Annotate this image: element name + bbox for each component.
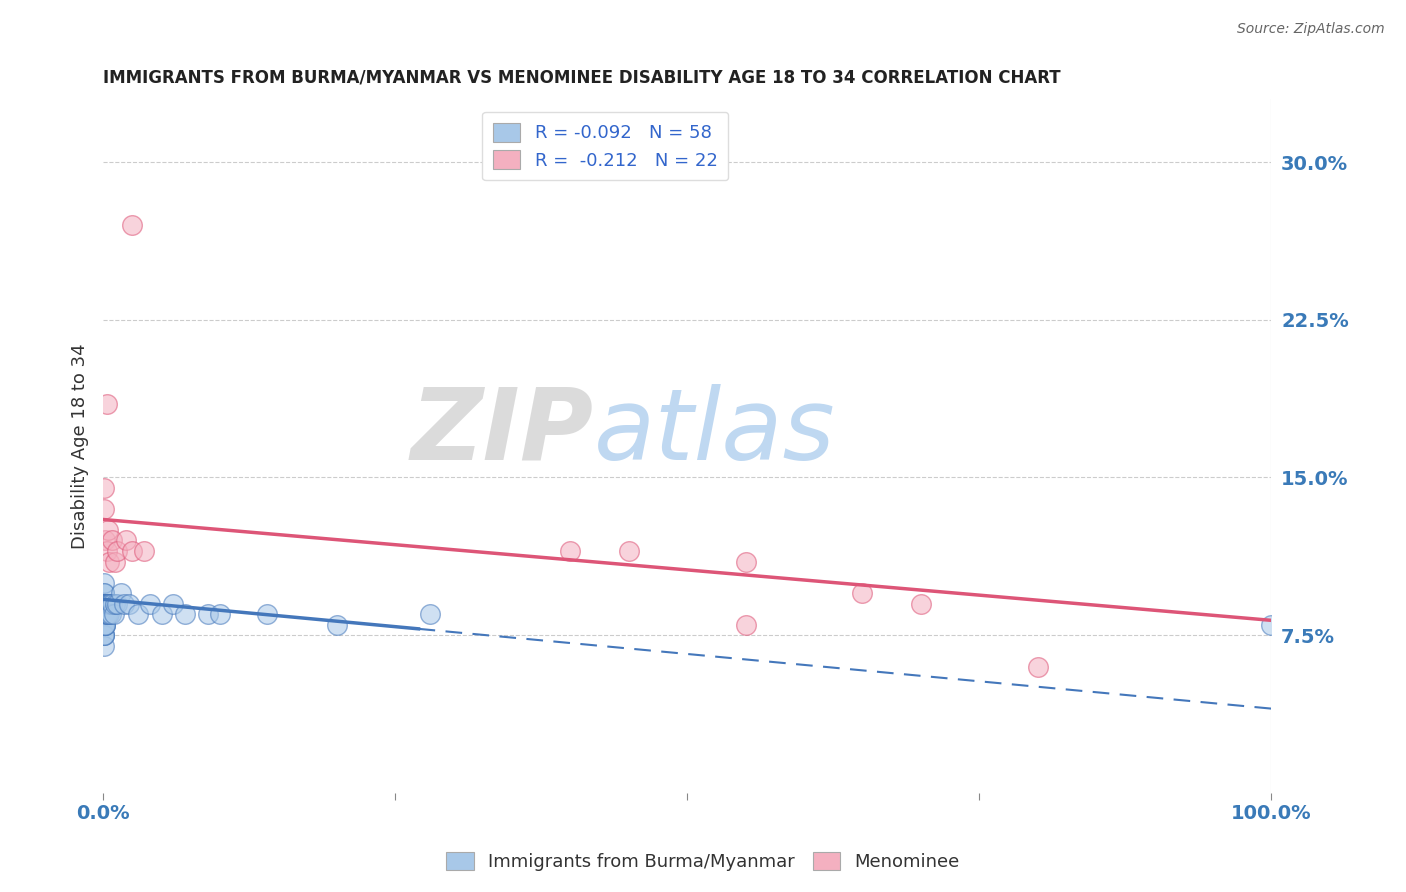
Point xyxy=(97,597,120,611)
Point xyxy=(93,607,115,621)
Legend: R = -0.092   N = 58, R =  -0.212   N = 22: R = -0.092 N = 58, R = -0.212 N = 22 xyxy=(482,112,728,180)
Point xyxy=(93,617,115,632)
Point xyxy=(93,617,115,632)
Point xyxy=(98,597,121,611)
Point xyxy=(197,607,219,621)
Point xyxy=(96,397,118,411)
Point xyxy=(103,607,125,621)
Point xyxy=(104,597,127,611)
Point xyxy=(93,607,115,621)
Point xyxy=(132,544,155,558)
Point xyxy=(96,544,118,558)
Point xyxy=(94,617,117,632)
Point xyxy=(96,607,118,621)
Point xyxy=(174,607,197,621)
Point xyxy=(617,544,640,558)
Point xyxy=(104,554,127,568)
Point xyxy=(93,597,115,611)
Point xyxy=(115,533,138,548)
Point xyxy=(94,607,117,621)
Point xyxy=(97,597,120,611)
Point xyxy=(94,597,117,611)
Point xyxy=(93,597,115,611)
Point xyxy=(93,607,115,621)
Point xyxy=(93,617,115,632)
Point xyxy=(93,586,115,600)
Point xyxy=(94,607,117,621)
Legend: Immigrants from Burma/Myanmar, Menominee: Immigrants from Burma/Myanmar, Menominee xyxy=(439,845,967,879)
Point xyxy=(96,607,118,621)
Point xyxy=(256,607,278,621)
Point xyxy=(326,617,349,632)
Point xyxy=(93,586,115,600)
Point xyxy=(112,597,135,611)
Point xyxy=(100,607,122,621)
Point xyxy=(94,597,117,611)
Text: ZIP: ZIP xyxy=(411,384,593,481)
Point xyxy=(93,628,115,642)
Point xyxy=(1260,617,1282,632)
Point xyxy=(419,607,441,621)
Point xyxy=(98,607,121,621)
Point xyxy=(150,607,173,621)
Point xyxy=(101,533,124,548)
Y-axis label: Disability Age 18 to 34: Disability Age 18 to 34 xyxy=(72,343,89,549)
Point xyxy=(93,628,115,642)
Point xyxy=(734,617,756,632)
Text: Source: ZipAtlas.com: Source: ZipAtlas.com xyxy=(1237,22,1385,37)
Point xyxy=(93,597,115,611)
Point xyxy=(93,502,115,516)
Point xyxy=(94,597,117,611)
Point xyxy=(98,554,121,568)
Text: atlas: atlas xyxy=(593,384,835,481)
Point xyxy=(96,597,118,611)
Point xyxy=(101,597,124,611)
Point xyxy=(93,639,115,653)
Point xyxy=(851,586,873,600)
Point xyxy=(94,617,117,632)
Point xyxy=(1026,659,1049,673)
Point xyxy=(93,575,115,590)
Point xyxy=(139,597,162,611)
Point xyxy=(97,607,120,621)
Point xyxy=(93,597,115,611)
Point xyxy=(127,607,149,621)
Point xyxy=(94,607,117,621)
Text: IMMIGRANTS FROM BURMA/MYANMAR VS MENOMINEE DISABILITY AGE 18 TO 34 CORRELATION C: IMMIGRANTS FROM BURMA/MYANMAR VS MENOMIN… xyxy=(103,69,1060,87)
Point xyxy=(208,607,231,621)
Point xyxy=(94,617,117,632)
Point xyxy=(121,544,143,558)
Point xyxy=(98,597,121,611)
Point xyxy=(118,597,141,611)
Point xyxy=(93,481,115,495)
Point xyxy=(93,628,115,642)
Point xyxy=(93,617,115,632)
Point xyxy=(96,597,118,611)
Point xyxy=(162,597,184,611)
Point xyxy=(121,219,143,233)
Point xyxy=(94,533,117,548)
Point xyxy=(105,544,128,558)
Point xyxy=(734,554,756,568)
Point xyxy=(110,586,132,600)
Point xyxy=(93,607,115,621)
Point xyxy=(105,597,128,611)
Point xyxy=(97,523,120,537)
Point xyxy=(560,544,582,558)
Point xyxy=(910,597,932,611)
Point xyxy=(93,607,115,621)
